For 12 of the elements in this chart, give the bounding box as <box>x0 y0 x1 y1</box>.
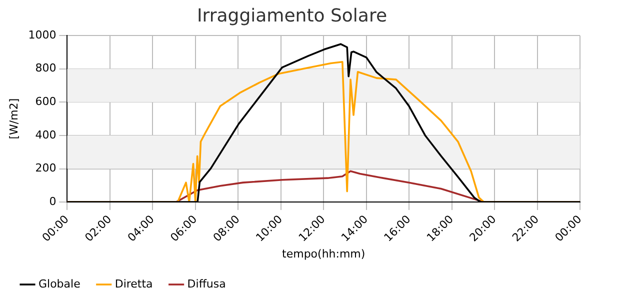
legend-label: Globale <box>38 277 81 290</box>
y-tick-label: 200 <box>35 162 56 175</box>
y-tick-label: 800 <box>35 62 56 75</box>
y-tick-label: 1000 <box>28 28 56 42</box>
chart-title: Irraggiamento Solare <box>196 5 388 26</box>
x-axis-title: tempo(hh:mm) <box>282 247 366 260</box>
y-tick-label: 0 <box>49 194 56 208</box>
y-axis-title: [W/m2] <box>7 98 20 140</box>
legend-label: Diretta <box>114 277 153 290</box>
legend-label: Diffusa <box>187 277 226 290</box>
y-tick-label: 400 <box>35 128 56 142</box>
y-tick-label: 600 <box>35 95 56 108</box>
